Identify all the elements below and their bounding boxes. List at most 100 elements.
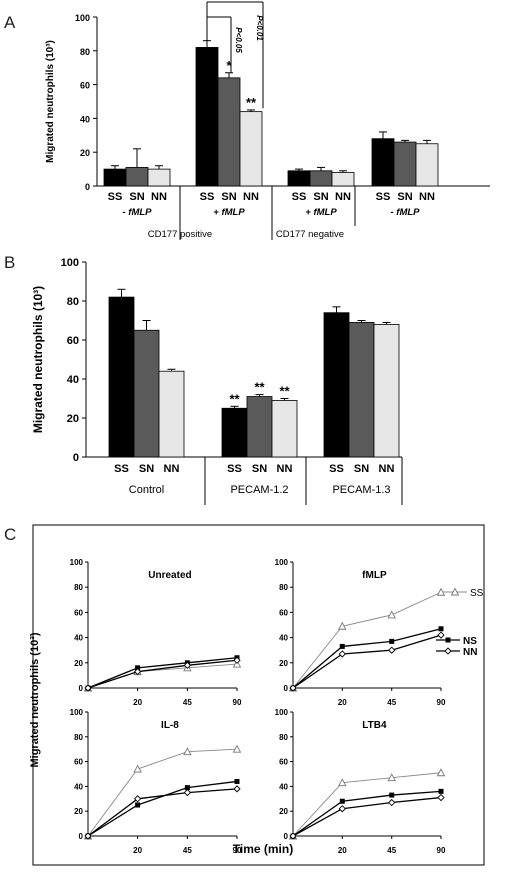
- bar: [133, 329, 160, 458]
- y-tick-label: 20: [74, 659, 83, 668]
- category-label: NN: [151, 191, 167, 203]
- y-tick-label: 20: [279, 659, 288, 668]
- group-label: Control: [129, 484, 164, 496]
- subplot-unreated: 0 20 40 60 80 100 20 45 90 Unreated: [70, 558, 242, 707]
- y-tick-label: 100: [61, 257, 79, 269]
- marker-ss: [183, 747, 192, 756]
- bar: [125, 167, 149, 187]
- marker-ns: [339, 798, 345, 804]
- marker-ns: [445, 637, 451, 643]
- y-tick-label: 20: [67, 413, 79, 425]
- series-line-nn: [87, 788, 238, 837]
- y-tick-label: 0: [284, 832, 289, 841]
- x-tick-label: 45: [183, 846, 192, 855]
- marker-nn: [183, 788, 192, 797]
- marker-ss: [338, 778, 347, 787]
- legend-label: NN: [463, 647, 477, 658]
- category-label: NN: [379, 463, 395, 475]
- category-label: SS: [329, 463, 344, 475]
- y-tick-label: 80: [74, 733, 83, 742]
- series-line-ss: [87, 748, 238, 837]
- bar: [239, 111, 263, 187]
- group-label: PECAM-1.3: [332, 484, 390, 496]
- bar: [323, 312, 350, 458]
- marker-nn: [133, 795, 142, 803]
- bar: [373, 323, 400, 458]
- y-tick-label: 40: [74, 634, 83, 643]
- y-tick-label: 40: [279, 634, 288, 643]
- category-label: SS: [376, 191, 391, 203]
- x-tick-label: 20: [133, 698, 142, 707]
- marker-ns: [184, 785, 190, 791]
- x-tick-label: 45: [387, 846, 396, 855]
- y-tick-label: 80: [279, 733, 288, 742]
- marker-nn: [338, 650, 346, 658]
- marker-ns: [438, 788, 444, 794]
- y-tick-label: 100: [275, 558, 289, 567]
- category-label: SS: [114, 463, 129, 475]
- category-label: SN: [139, 463, 154, 475]
- marker-nn: [388, 798, 396, 807]
- category-label: NN: [164, 463, 180, 475]
- y-tick-label: 20: [279, 807, 288, 816]
- subplot-ltb4: 0 20 40 60 80 100 20 45 90 LTB4: [275, 708, 446, 855]
- y-tick-label: 60: [279, 608, 288, 617]
- category-label: NN: [335, 191, 351, 203]
- p-value-label: P<0.01: [255, 15, 264, 41]
- significance-mark: **: [254, 380, 265, 395]
- marker-ns: [389, 638, 395, 644]
- x-tick-label: 20: [338, 698, 347, 707]
- category-label: SN: [397, 191, 412, 203]
- x-tick-label: 90: [233, 846, 242, 855]
- y-tick-label: 0: [85, 182, 90, 192]
- marker-ss: [338, 621, 347, 630]
- y-tick-label: 100: [70, 558, 84, 567]
- category-label: SN: [313, 191, 328, 203]
- p-value-label: P<0.05: [234, 27, 243, 53]
- series-line-ss: [292, 772, 442, 837]
- y-axis-label: Migrated neutrophils (10³): [45, 40, 56, 163]
- bar: [195, 47, 219, 187]
- y-tick-label: 0: [284, 684, 289, 693]
- y-tick-label: 100: [75, 13, 90, 23]
- marker-ss: [436, 587, 446, 596]
- y-tick-label: 20: [74, 807, 83, 816]
- significance-mark: **: [279, 384, 290, 399]
- x-tick-label: 90: [233, 698, 242, 707]
- x-tick-label: 45: [183, 698, 192, 707]
- series-line-nn: [87, 659, 238, 689]
- bar: [331, 172, 355, 187]
- marker-ss: [232, 744, 242, 753]
- x-tick-label: 20: [338, 846, 347, 855]
- panel-b: B 0 20 40 60 80 100 Migrated neutrophils (10³) S…: [4, 253, 403, 505]
- marker-nn: [437, 793, 445, 802]
- group-label: PECAM-1.2: [230, 484, 288, 496]
- y-tick-label: 80: [67, 296, 79, 308]
- marker-ss: [450, 587, 460, 596]
- series-line-ss: [87, 663, 238, 689]
- bar: [158, 370, 185, 458]
- marker-nn: [84, 684, 92, 692]
- category-label: NN: [243, 191, 259, 203]
- marker-ss: [133, 764, 142, 773]
- marker-ns: [135, 665, 141, 671]
- y-tick-label: 0: [73, 452, 79, 464]
- y-tick-label: 0: [79, 832, 84, 841]
- marker-nn: [84, 832, 92, 840]
- series-line-ns: [87, 657, 238, 689]
- legend-label: NS: [463, 636, 477, 647]
- series-line-ns: [87, 780, 238, 837]
- y-tick-label: 60: [74, 758, 83, 767]
- category-label: SN: [221, 191, 236, 203]
- group-label: - fMLP: [390, 207, 420, 218]
- y-tick-label: 40: [74, 782, 83, 791]
- subplot-title: IL-8: [161, 720, 179, 731]
- marker-nn: [233, 656, 241, 664]
- x-tick-label: 45: [387, 698, 396, 707]
- y-tick-label: 20: [80, 148, 90, 158]
- y-tick-label: 40: [80, 114, 90, 124]
- marker-nn: [388, 646, 396, 654]
- bar: [108, 296, 135, 458]
- marker-ns: [389, 792, 395, 798]
- y-tick-label: 60: [80, 81, 90, 91]
